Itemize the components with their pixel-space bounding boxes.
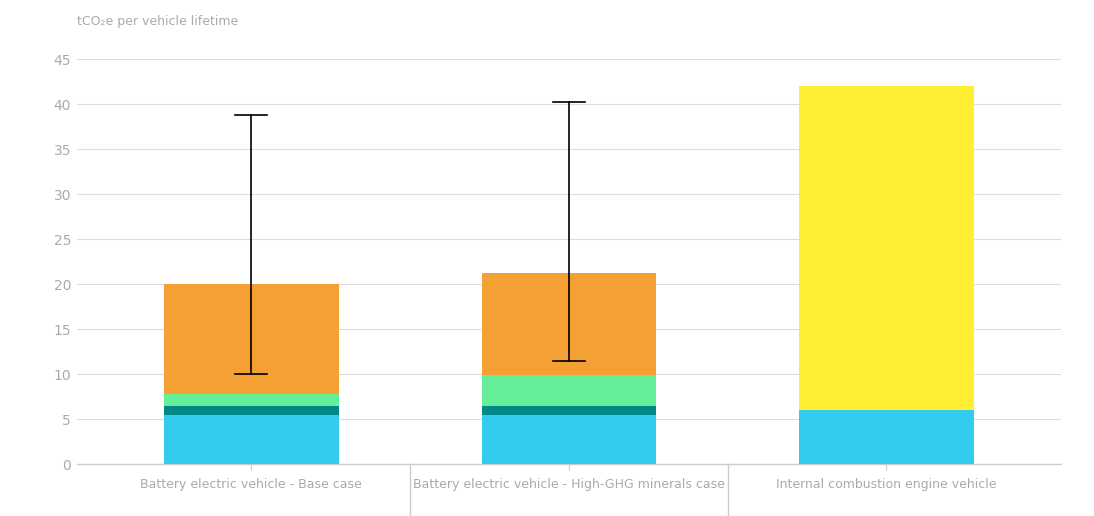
Bar <box>164 284 339 394</box>
Bar <box>799 86 974 410</box>
Bar <box>481 415 656 464</box>
Bar <box>481 272 656 375</box>
Bar <box>164 415 339 464</box>
Text: tCO₂e per vehicle lifetime: tCO₂e per vehicle lifetime <box>77 15 237 28</box>
Bar <box>799 410 974 464</box>
Bar <box>481 375 656 406</box>
Bar <box>481 406 656 415</box>
Bar <box>164 406 339 415</box>
Bar <box>164 394 339 406</box>
